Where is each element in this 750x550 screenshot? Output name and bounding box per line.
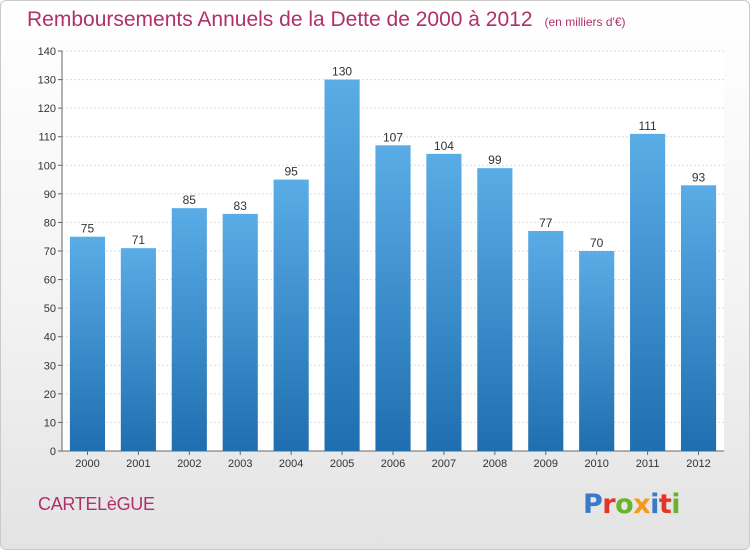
bar-value-label: 107: [383, 130, 403, 144]
bar: [273, 179, 309, 452]
bar: [120, 248, 156, 451]
logo-letter: t: [658, 489, 672, 520]
bar-value-label: 70: [590, 236, 604, 250]
y-tick-label: 100: [38, 160, 56, 172]
y-tick-label: 80: [44, 217, 56, 229]
y-tick-label: 120: [38, 103, 56, 115]
bar: [426, 153, 462, 451]
y-tick-label: 0: [50, 446, 56, 458]
title-text: Remboursements Annuels de la Dette de 20…: [27, 8, 533, 31]
bar: [171, 208, 207, 451]
y-tick-label: 60: [44, 275, 56, 287]
logo-letter: i: [650, 489, 659, 520]
bar-value-label: 93: [692, 170, 706, 184]
bar-value-label: 85: [183, 193, 197, 207]
bar: [222, 213, 258, 451]
x-tick-label: 2003: [228, 458, 252, 470]
x-tick-label: 2009: [534, 458, 558, 470]
commune-name: CARTELèGUE: [38, 494, 155, 514]
logo-letter: x: [633, 489, 651, 520]
bar: [375, 145, 411, 452]
x-tick-label: 2005: [330, 458, 354, 470]
x-tick-label: 2010: [584, 458, 608, 470]
y-tick-label: 130: [38, 75, 56, 87]
x-tick-label: 2012: [686, 458, 710, 470]
bar-value-label: 99: [488, 153, 502, 167]
y-tick-label: 20: [44, 389, 56, 401]
bar-value-label: 95: [284, 165, 298, 179]
bar-value-label: 83: [234, 199, 248, 213]
y-tick-label: 30: [44, 360, 56, 372]
y-tick-label: 10: [44, 417, 56, 429]
bar-value-label: 104: [434, 139, 454, 153]
y-tick-label: 110: [38, 132, 56, 144]
x-tick-label: 2007: [432, 458, 456, 470]
x-tick-label: 2000: [75, 458, 99, 470]
x-tick-label: 2011: [636, 458, 660, 470]
bar-value-label: 111: [638, 119, 657, 133]
logo-letter: o: [615, 489, 634, 520]
logo-letter: r: [602, 489, 616, 520]
bar: [680, 185, 717, 452]
bar: [477, 168, 513, 451]
bar: [69, 236, 106, 451]
bar: [324, 79, 360, 452]
bar-value-label: 71: [132, 233, 146, 247]
y-tick-label: 90: [44, 189, 56, 201]
proxiti-logo: Proxiti: [583, 489, 681, 520]
bar: [579, 251, 615, 451]
logo-letter: P: [583, 489, 603, 520]
x-tick-label: 2006: [381, 458, 405, 470]
bar-value-label: 130: [332, 65, 352, 79]
bar-value-label: 77: [539, 216, 553, 230]
y-tick-label: 70: [44, 246, 56, 258]
x-tick-label: 2004: [279, 458, 303, 470]
y-tick-label: 40: [44, 332, 56, 344]
bar: [528, 231, 564, 451]
x-tick-label: 2002: [177, 458, 201, 470]
chart-title: Remboursements Annuels de la Dette de 20…: [27, 8, 626, 32]
logo-letter: i: [671, 489, 681, 520]
y-tick-label: 140: [38, 46, 56, 58]
unit-note: (en milliers d'€): [544, 15, 626, 29]
y-tick-label: 50: [44, 303, 56, 315]
x-tick-label: 2008: [483, 458, 507, 470]
x-tick-label: 2001: [126, 458, 150, 470]
bar-value-label: 75: [81, 222, 95, 236]
bar: [630, 133, 666, 451]
